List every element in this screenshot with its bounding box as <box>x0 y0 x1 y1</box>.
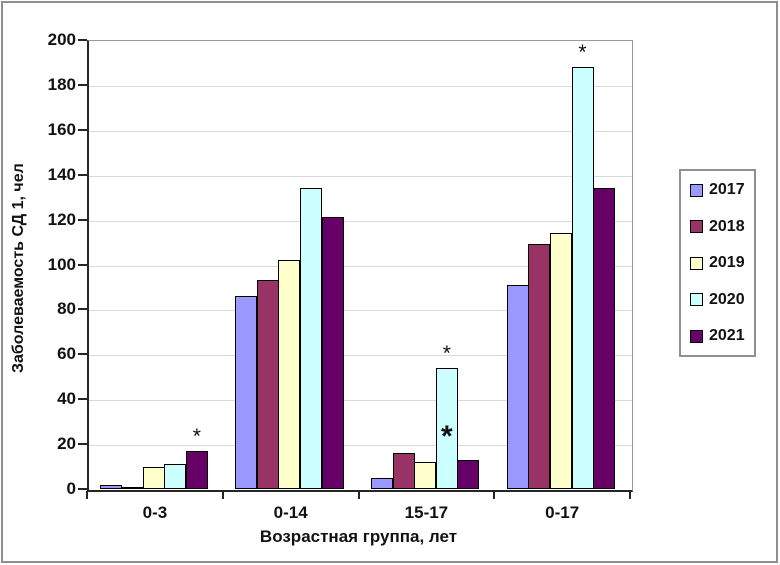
gridline <box>89 130 632 132</box>
bar-2019-0-3 <box>142 466 165 490</box>
y-axis-tick <box>78 398 87 401</box>
bar-2017-0-3 <box>99 484 122 489</box>
bar-2020-0-3 <box>164 464 187 489</box>
asterisk-annotation: * <box>440 420 453 454</box>
y-axis-tick <box>78 263 87 266</box>
legend-label: 2019 <box>709 254 745 271</box>
legend-entry-2020: 2020 <box>690 290 750 308</box>
x-axis-tick <box>493 491 496 499</box>
asterisk-annotation: * <box>192 424 201 448</box>
legend-label: 2018 <box>709 217 745 235</box>
gridline <box>89 445 632 447</box>
y-tick-label: 40 <box>57 389 76 409</box>
y-axis-tick <box>78 353 87 356</box>
x-axis-tick <box>86 491 88 499</box>
gridline <box>89 220 632 222</box>
y-tick-label: 180 <box>47 74 76 94</box>
gridline <box>89 310 632 312</box>
legend-entry-2017: 2017 <box>690 182 750 198</box>
bar-2019-0-17 <box>550 233 572 489</box>
y-tick-label: 120 <box>47 209 76 229</box>
y-tick-label: 60 <box>57 344 76 364</box>
y-tick-label: 20 <box>57 434 76 454</box>
legend-label: 2017 <box>709 181 745 198</box>
y-axis-tick <box>78 218 87 221</box>
category-label: 15-17 <box>404 503 449 522</box>
bar-2017-0-14 <box>235 295 258 489</box>
x-axis-tick <box>357 491 360 499</box>
legend-swatch <box>690 183 703 197</box>
legend-entry-2021: 2021 <box>690 328 750 344</box>
legend: 2017 2018 2019 2020 2021 <box>679 169 756 357</box>
x-axis-tick <box>221 491 224 499</box>
x-axis-tick <box>629 491 631 499</box>
y-axis-tick <box>78 83 87 86</box>
y-axis-tick <box>78 128 87 131</box>
bar-2017-0-17 <box>506 284 529 489</box>
bar-2018-0-3 <box>121 486 144 489</box>
bar-2019-0-14 <box>278 260 301 489</box>
bar-2020-0-17 <box>571 66 594 489</box>
bar-2019-15-17 <box>414 462 437 489</box>
y-tick-label: 100 <box>47 254 76 274</box>
bar-2017-15-17 <box>371 477 393 489</box>
asterisk-annotation: * <box>578 40 587 64</box>
y-tick-label: 160 <box>47 119 76 139</box>
y-tick-label: 0 <box>66 479 76 498</box>
gridline <box>89 265 632 267</box>
legend-label: 2020 <box>709 290 745 308</box>
y-axis-tick <box>78 488 87 490</box>
gridline <box>89 175 632 177</box>
legend-swatch <box>690 293 703 306</box>
bar-2018-15-17 <box>392 453 415 489</box>
bar-2018-0-17 <box>528 244 551 489</box>
asterisk-annotation: * <box>442 341 451 365</box>
y-axis-tick <box>78 443 87 446</box>
y-axis-tick <box>78 173 87 176</box>
legend-swatch <box>690 220 703 233</box>
y-axis-tick <box>78 39 87 41</box>
bar-2021-0-14 <box>321 217 344 489</box>
y-axis-title: Заболеваемость СД 1, чел <box>10 163 27 373</box>
y-tick-label: 80 <box>57 299 76 319</box>
bar-2020-0-14 <box>300 188 323 489</box>
legend-swatch <box>690 256 703 270</box>
legend-label: 2021 <box>709 327 745 344</box>
legend-entry-2018: 2018 <box>690 217 750 235</box>
y-axis-tick <box>78 308 87 311</box>
x-axis-title: Возрастная группа, лет <box>259 527 458 546</box>
bar-2021-0-17 <box>593 188 616 489</box>
plot-area <box>87 40 633 492</box>
legend-entry-2019: 2019 <box>690 255 750 271</box>
bar-2021-15-17 <box>457 459 480 489</box>
bar-2018-0-14 <box>256 280 279 489</box>
gridline <box>89 400 632 402</box>
bar-2020-15-17 <box>435 367 458 489</box>
bar-2021-0-3 <box>185 450 208 489</box>
y-tick-label: 200 <box>47 30 76 49</box>
category-label: 0-3 <box>142 503 168 522</box>
y-tick-label: 140 <box>47 164 76 184</box>
category-label: 0-14 <box>273 503 308 522</box>
category-label: 0-17 <box>545 503 580 522</box>
gridline <box>89 355 632 357</box>
gridline <box>89 85 632 87</box>
legend-swatch <box>690 329 703 343</box>
